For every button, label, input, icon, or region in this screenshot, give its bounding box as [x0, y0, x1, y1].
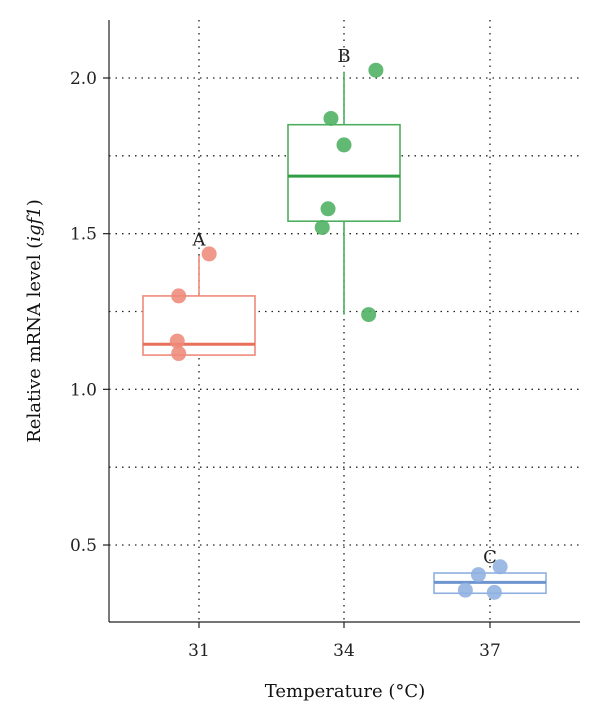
data-points — [169, 62, 508, 600]
boxes — [142, 71, 547, 595]
y-axis-title-gene: igf1 — [24, 206, 45, 241]
y-tick-label: 1.5 — [70, 225, 97, 245]
x-tick-label: 34 — [333, 641, 355, 661]
group-letter: B — [337, 46, 350, 67]
x-tick-label: 37 — [479, 641, 501, 661]
axes — [103, 20, 580, 628]
group-letter: A — [192, 229, 207, 250]
y-axis-title-suffix: ) — [24, 199, 45, 206]
data-point — [336, 137, 352, 153]
data-point — [314, 219, 330, 235]
data-point — [320, 201, 336, 217]
box-iqr — [142, 295, 256, 356]
x-axis-title: Temperature (°C) — [265, 681, 425, 702]
data-point — [361, 307, 377, 323]
y-tick-label: 1.0 — [70, 380, 97, 400]
data-point — [368, 62, 384, 78]
y-tick-label: 2.0 — [70, 69, 97, 89]
data-point — [323, 110, 339, 126]
y-axis-title: Relative mRNA level (igf1) — [24, 199, 45, 443]
data-point — [201, 246, 217, 262]
x-tick-label: 31 — [188, 641, 210, 661]
y-tick-label: 0.5 — [70, 536, 97, 556]
data-point — [486, 584, 502, 600]
data-point — [470, 567, 486, 583]
data-point — [492, 559, 508, 575]
y-axis-title-prefix: Relative mRNA level ( — [24, 242, 45, 443]
labels: 0.5 1.0 1.5 2.0 31 34 37 A B C — [70, 46, 501, 661]
group-letter: C — [483, 547, 497, 568]
data-point — [457, 582, 473, 598]
data-point — [171, 346, 187, 362]
data-point — [169, 333, 185, 349]
data-point — [171, 288, 187, 304]
